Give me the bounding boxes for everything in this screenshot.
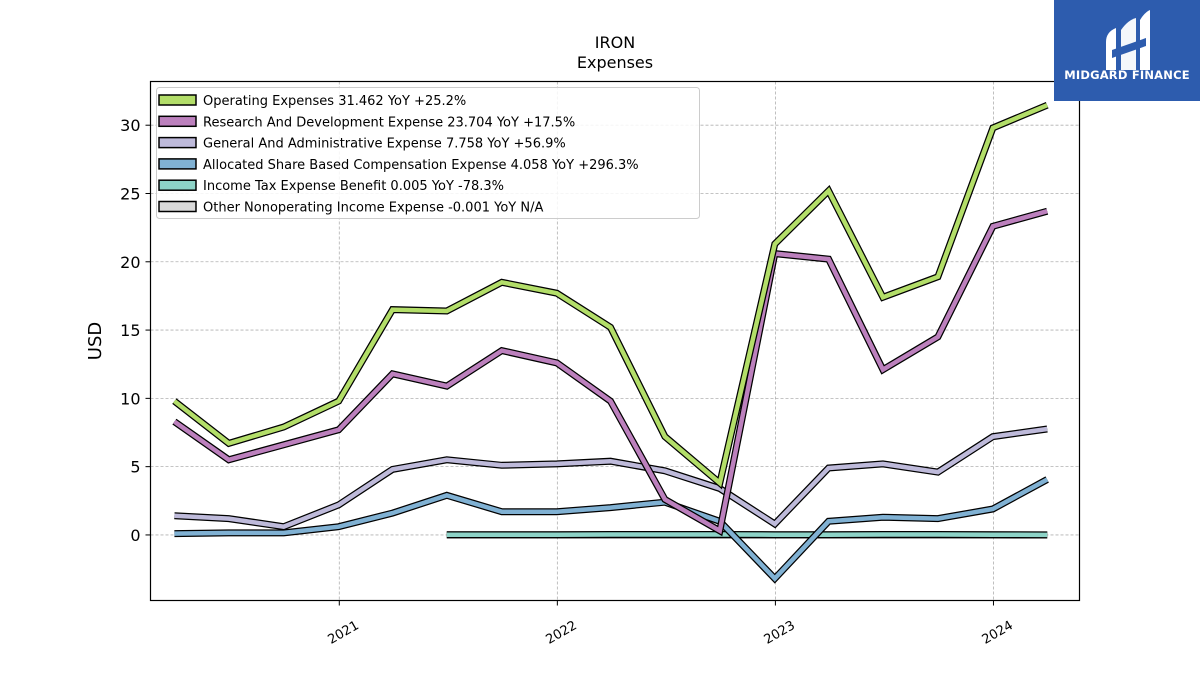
legend-swatch [158, 136, 197, 149]
legend-swatch [158, 158, 197, 170]
plot-frame [149, 80, 1081, 602]
chart-title: IRON [595, 33, 635, 52]
chart-subtitle: Expenses [577, 53, 653, 72]
series-line-outline-general-and-administrative-expense [174, 425, 1048, 531]
y-axis-label: USD [85, 322, 106, 360]
legend-swatch [158, 115, 197, 128]
x-tick-label: 2024 [980, 618, 1016, 648]
y-tick-label: 30 [120, 116, 140, 135]
series-lines [172, 101, 1049, 584]
logo-mark-icon [1106, 10, 1150, 70]
y-tick-label: 15 [120, 321, 140, 340]
legend-swatch [158, 179, 197, 191]
legend-entry: Operating Expenses 31.462 YoY +25.2% [203, 94, 466, 109]
legend-entry: Other Nonoperating Income Expense -0.001… [203, 201, 543, 216]
x-tick-label: 2022 [544, 618, 580, 648]
x-tick-label: 2021 [325, 618, 361, 648]
series-line-general-and-administrative-expense [174, 426, 1048, 530]
y-tick-label: 5 [130, 458, 140, 477]
x-tick-label: 2023 [762, 618, 798, 648]
legend-entry: General And Administrative Expense 7.758… [203, 137, 566, 152]
legend-swatch [158, 200, 197, 213]
legend-entry: Allocated Share Based Compensation Expen… [203, 158, 639, 173]
logo-text: MIDGARD FINANCE [1064, 68, 1190, 82]
legend-entry: Income Tax Expense Benefit 0.005 YoY -78… [203, 179, 504, 194]
y-tick-label: 20 [120, 253, 140, 272]
legend-entry: Research And Development Expense 23.704 … [203, 115, 575, 130]
y-tick-label: 10 [120, 389, 140, 408]
series-line-outline-research-and-development-expense [172, 207, 1049, 537]
legend-box [156, 87, 700, 219]
series-line-research-and-development-expense [173, 209, 1048, 535]
y-tick-label: 0 [130, 526, 140, 545]
series-line-operating-expenses [173, 103, 1049, 488]
legend-swatch [158, 94, 197, 106]
brand-logo: MIDGARD FINANCE [1054, 0, 1200, 101]
y-tick-label: 25 [120, 184, 140, 203]
series-line-allocated-share-based-compensation-expense [174, 477, 1049, 582]
legend: Operating Expenses 31.462 YoY +25.2% Rese… [156, 87, 700, 219]
